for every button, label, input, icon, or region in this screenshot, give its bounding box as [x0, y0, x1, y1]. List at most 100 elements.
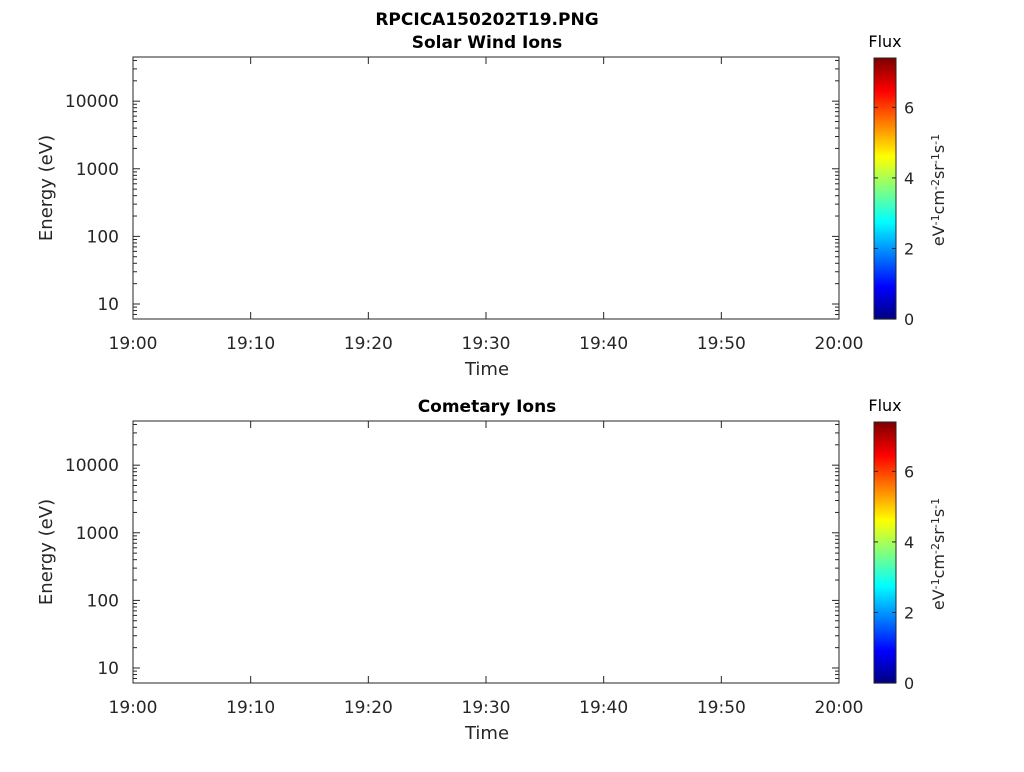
colorbar-swatch [874, 257, 896, 261]
colorbar-swatch [874, 82, 896, 86]
colorbar-label-solar-wind: Flux [868, 32, 901, 51]
colorbar-swatch [874, 121, 896, 124]
colorbar-swatch [874, 497, 896, 501]
colorbar-swatch [874, 434, 896, 437]
colorbar-swatch [874, 119, 896, 122]
colorbar-swatch [874, 517, 896, 521]
unit-base: cm [929, 190, 948, 214]
unit-base: s [929, 509, 948, 517]
colorbar-swatch [874, 562, 896, 566]
colorbar-swatch [874, 552, 896, 556]
x-tick-label: 19:30 [462, 334, 511, 354]
y-tick-label: 10 [97, 659, 119, 679]
colorbar-swatch [874, 145, 896, 149]
colorbar-swatch [874, 564, 896, 568]
colorbar-swatch [874, 625, 896, 629]
colorbar-swatch [874, 464, 896, 468]
colorbar-swatch [874, 554, 896, 558]
colorbar-swatch [874, 601, 896, 605]
solar-wind-colorbar-ticks: 0 2 4 6 [874, 98, 914, 329]
colorbar-swatch [874, 66, 896, 69]
colorbar-swatch [874, 523, 896, 527]
colorbar-swatch [874, 227, 896, 230]
colorbar-swatch [874, 84, 896, 88]
colorbar-swatch [874, 94, 896, 98]
colorbar-swatch [874, 632, 896, 635]
colorbar-swatch [874, 548, 896, 552]
colorbar-swatch [874, 98, 896, 102]
unit-exponent: -1 [929, 517, 942, 528]
colorbar-swatch [874, 668, 896, 672]
colorbar-swatch [874, 662, 896, 666]
y-tick-label: 100 [87, 227, 119, 247]
colorbar-swatch [874, 666, 896, 670]
colorbar-swatch [874, 310, 896, 314]
cometary-x-axis-label: Time [464, 723, 509, 744]
colorbar-swatch [874, 64, 896, 67]
colorbar-swatch [874, 157, 896, 161]
colorbar-swatch [874, 306, 896, 310]
colorbar-swatch [874, 180, 896, 183]
colorbar-swatch [874, 164, 896, 167]
colorbar-swatch [874, 123, 896, 126]
colorbar-swatch [874, 574, 896, 578]
colorbar-swatch [874, 638, 896, 641]
colorbar-swatch [874, 102, 896, 106]
x-tick-label: 19:30 [462, 698, 511, 718]
colorbar-swatch [874, 115, 896, 118]
colorbar-swatch [874, 428, 896, 431]
colorbar-swatch [874, 137, 896, 141]
colorbar-swatch [874, 491, 896, 494]
colorbar-swatch [874, 440, 896, 443]
cometary-axes-box [132, 420, 840, 684]
x-tick-label: 20:00 [815, 698, 864, 718]
colorbar-swatch [874, 536, 896, 539]
colorbar-swatch [874, 90, 896, 94]
colorbar-swatch [874, 139, 896, 143]
colorbar-swatch [874, 206, 896, 210]
colorbar-swatch [874, 660, 896, 664]
colorbar-label-cometary: Flux [868, 396, 901, 415]
unit-base: eV [929, 589, 948, 610]
colorbar-swatch [874, 587, 896, 590]
cometary-x-tick-labels: 19:00 19:10 19:20 19:30 19:40 19:50 20:00 [109, 698, 864, 718]
colorbar-swatch [874, 265, 896, 269]
colorbar-swatch [874, 487, 896, 490]
x-tick-label: 19:50 [697, 698, 746, 718]
colorbar-swatch [874, 188, 896, 192]
unit-exponent: -2 [929, 543, 942, 554]
colorbar-swatch [874, 72, 896, 75]
colorbar-swatch [874, 456, 896, 460]
colorbar-swatch [874, 192, 896, 196]
colorbar-swatch [874, 208, 896, 212]
colorbar-swatch [874, 270, 896, 273]
colorbar-swatch [874, 127, 896, 130]
colorbar-swatch [874, 436, 896, 439]
colorbar-swatch [874, 86, 896, 90]
colorbar-swatch [874, 627, 896, 631]
cometary-y-axis-label: Energy (eV) [36, 499, 57, 605]
colorbar-swatch [874, 253, 896, 257]
solar-wind-colorbar-box [873, 57, 897, 320]
x-tick-label: 19:50 [697, 334, 746, 354]
y-tick-label: 1000 [76, 524, 119, 544]
colorbar-swatch [874, 245, 896, 249]
colorbar-swatch [874, 221, 896, 224]
colorbar-swatch [874, 117, 896, 120]
panel-title-cometary: Cometary Ions [418, 397, 557, 417]
colorbar-swatch [874, 444, 896, 448]
colorbar-swatch [874, 678, 896, 682]
colorbar-swatch [874, 135, 896, 139]
colorbar-swatch [874, 276, 896, 279]
unit-exponent: -2 [929, 179, 942, 190]
colorbar-swatch [874, 466, 896, 470]
colorbar-swatch [874, 422, 896, 425]
colorbar-tick-label: 4 [904, 169, 914, 188]
colorbar-swatch [874, 648, 896, 651]
colorbar-swatch [874, 656, 896, 660]
y-tick-label: 1000 [76, 160, 119, 180]
colorbar-swatch [874, 623, 896, 627]
colorbar-swatch [874, 288, 896, 292]
